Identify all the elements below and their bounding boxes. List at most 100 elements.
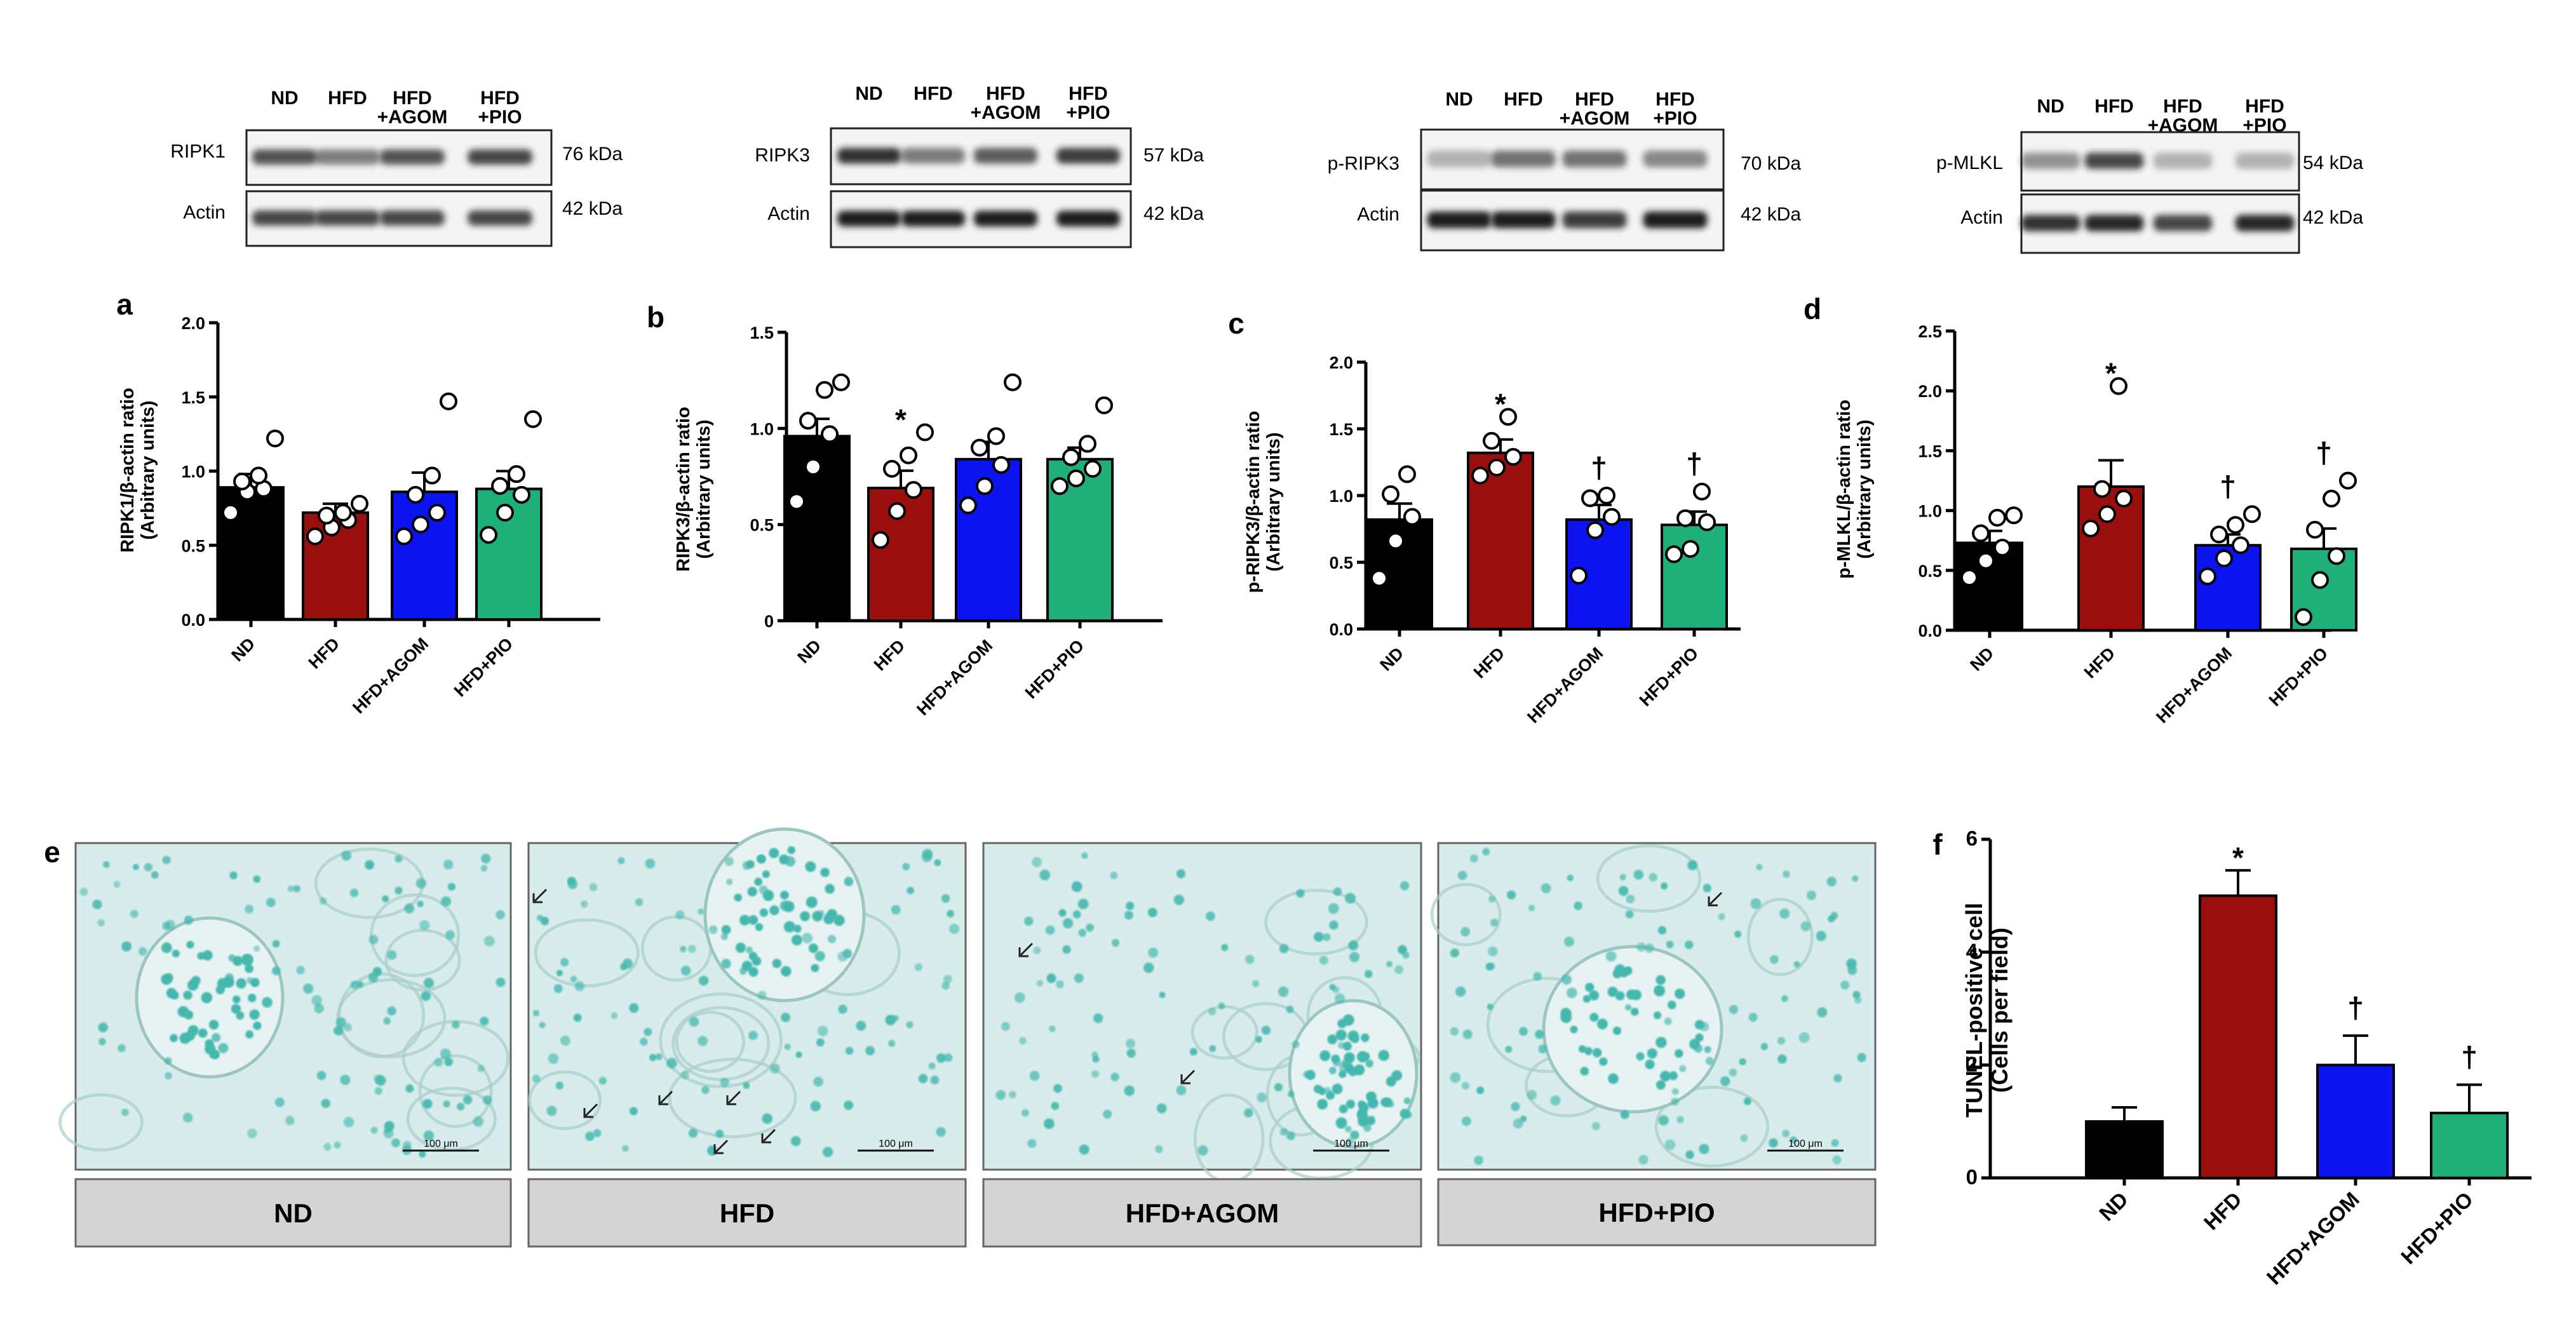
nucleus — [1126, 1048, 1136, 1058]
nucleus — [1335, 1029, 1347, 1041]
nucleus — [314, 1003, 324, 1013]
blot-row-label: RIPK1 — [170, 141, 226, 162]
tubule-outline — [1654, 1085, 1770, 1168]
blot-band — [837, 147, 901, 164]
nucleus — [622, 958, 633, 969]
nucleus — [617, 857, 625, 865]
data-point — [2215, 549, 2233, 567]
nucleus — [272, 940, 280, 948]
bar-HFD+AGOM — [391, 490, 458, 621]
nucleus — [1350, 1130, 1359, 1140]
nucleus — [793, 924, 802, 933]
nucleus — [1339, 1062, 1349, 1072]
nucleus — [856, 1020, 867, 1031]
nucleus — [1694, 1044, 1703, 1053]
nucleus — [1058, 909, 1067, 917]
nucleus — [1286, 1005, 1294, 1013]
arrow-marker — [727, 1090, 741, 1104]
blot-kda-label: 54 kDa — [2303, 152, 2363, 173]
nucleus — [225, 973, 234, 982]
data-point — [407, 485, 424, 504]
data-point — [1051, 477, 1069, 496]
data-point — [395, 527, 413, 546]
nucleus — [164, 973, 173, 982]
nucleus — [1345, 1125, 1352, 1133]
nucleus — [447, 882, 456, 891]
x-category-label: HFD — [305, 634, 343, 672]
nucleus — [1519, 1027, 1528, 1036]
nucleus — [1014, 992, 1025, 1003]
nucleus — [1800, 921, 1811, 931]
nucleus — [1091, 1070, 1099, 1078]
significance-marker: * — [1495, 388, 1506, 421]
data-point — [412, 515, 429, 534]
nucleus — [762, 1113, 772, 1124]
nucleus — [1189, 1048, 1197, 1056]
nucleus — [1718, 913, 1725, 921]
nucleus — [187, 979, 199, 991]
nucleus — [1612, 1026, 1622, 1036]
nucleus — [720, 933, 728, 940]
caption-box — [527, 1178, 967, 1248]
nucleus — [1143, 962, 1154, 973]
scale-bar-label: 100 μm — [424, 1139, 458, 1149]
nucleus — [1527, 1090, 1537, 1100]
nucleus — [162, 922, 171, 931]
x-category-label: ND — [1376, 644, 1407, 675]
caption-box — [1437, 1178, 1877, 1247]
nucleus — [1347, 1031, 1359, 1042]
nucleus — [374, 1087, 382, 1095]
blot-band — [1562, 211, 1627, 229]
nucleus — [644, 1027, 652, 1036]
nucleus — [540, 917, 550, 926]
nucleus — [1857, 1053, 1866, 1062]
nucleus — [943, 975, 952, 983]
nucleus — [1046, 973, 1056, 983]
nucleus — [1703, 884, 1711, 893]
nucleus — [629, 1003, 639, 1013]
blot-band — [973, 210, 1038, 227]
nucleus — [1660, 1071, 1671, 1082]
nucleus — [1345, 893, 1356, 904]
y-axis-label: RIPK3/β-actin ratio(Arbitrary units) — [673, 407, 714, 571]
nucleus — [1584, 1046, 1593, 1055]
nucleus — [166, 988, 177, 999]
data-point — [832, 373, 850, 391]
data-point — [2306, 520, 2324, 539]
nucleus — [372, 966, 382, 976]
arrow-head — [658, 1095, 668, 1105]
arrow-head — [1018, 947, 1028, 957]
nucleus — [1244, 954, 1255, 964]
panel-letter: c — [1228, 307, 1244, 340]
data-point — [2295, 608, 2312, 626]
nucleus — [1831, 1139, 1839, 1147]
nucleus — [1348, 940, 1359, 950]
nucleus — [1077, 898, 1089, 910]
blot-band — [380, 149, 445, 165]
blot-band — [2084, 215, 2144, 231]
nucleus — [1074, 973, 1084, 983]
nucleus — [785, 856, 795, 867]
nucleus — [1327, 1034, 1338, 1044]
nucleus — [473, 1116, 484, 1127]
nucleus — [556, 970, 563, 976]
nucleus — [383, 1017, 391, 1025]
nucleus — [1685, 1150, 1694, 1159]
nucleus — [1366, 1093, 1374, 1101]
y-tick-label: 1.0 — [181, 463, 205, 482]
data-point — [2328, 547, 2345, 565]
nucleus — [1079, 1144, 1089, 1155]
nucleus — [456, 1102, 465, 1111]
nucleus — [1614, 964, 1626, 975]
nucleus — [1110, 872, 1118, 880]
nucleus — [480, 865, 488, 872]
nucleus — [748, 1031, 758, 1040]
nucleus — [1329, 1067, 1337, 1074]
arrow-head — [532, 893, 543, 903]
data-point — [1504, 448, 1522, 466]
nucleus — [247, 1128, 257, 1139]
y-tick-label: 2.5 — [1918, 322, 1942, 341]
caption-label: HFD+PIO — [1598, 1198, 1715, 1227]
nucleus — [818, 910, 825, 917]
